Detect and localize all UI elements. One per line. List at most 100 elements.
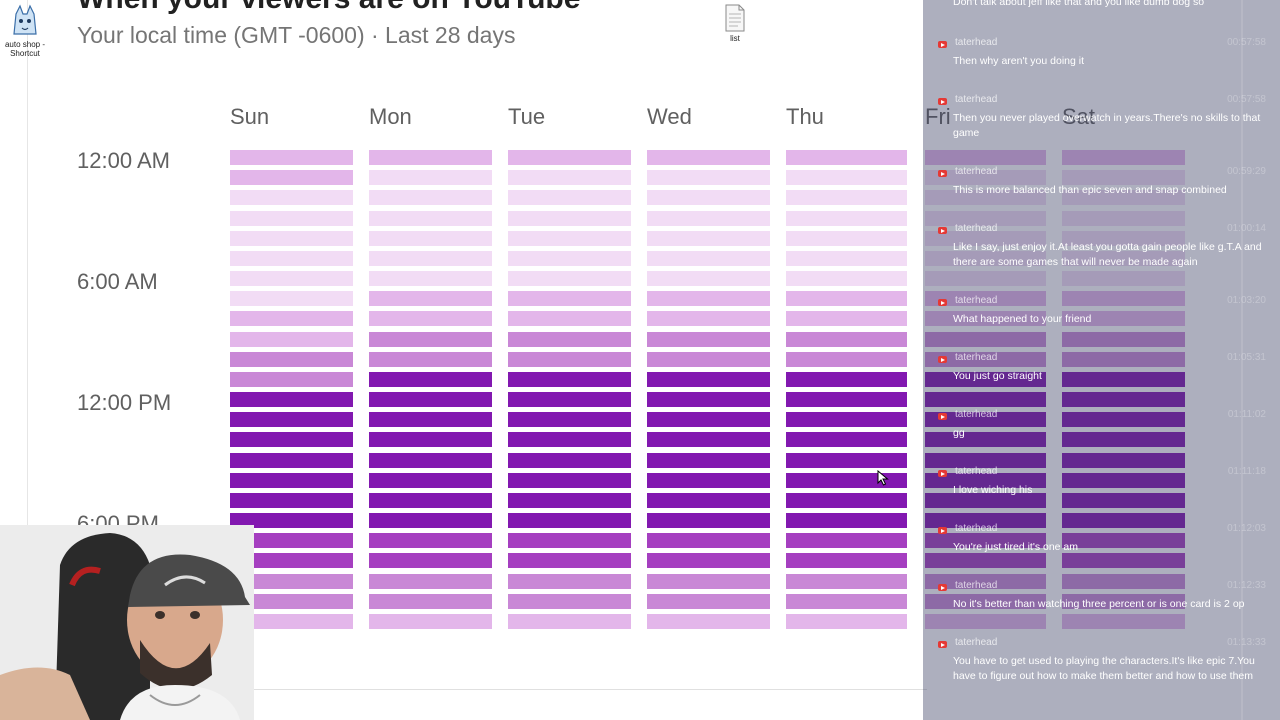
- heatmap-cell[interactable]: [369, 372, 492, 387]
- heatmap-cell[interactable]: [508, 553, 631, 568]
- heatmap-cell[interactable]: [1062, 553, 1185, 568]
- heatmap-cell[interactable]: [647, 473, 770, 488]
- heatmap-cell[interactable]: [925, 473, 1046, 488]
- heatmap-cell[interactable]: [230, 574, 353, 589]
- heatmap-cell[interactable]: [369, 271, 492, 286]
- heatmap-cell[interactable]: [1062, 150, 1185, 165]
- heatmap-cell[interactable]: [925, 311, 1046, 326]
- heatmap-cell[interactable]: [925, 211, 1046, 226]
- heatmap-cell[interactable]: [786, 170, 907, 185]
- heatmap-cell[interactable]: [508, 453, 631, 468]
- heatmap-cell[interactable]: [1062, 432, 1185, 447]
- heatmap-cell[interactable]: [230, 473, 353, 488]
- heatmap-cell[interactable]: [508, 170, 631, 185]
- heatmap-cell[interactable]: [647, 614, 770, 629]
- heatmap-cell[interactable]: [369, 291, 492, 306]
- heatmap-cell[interactable]: [647, 493, 770, 508]
- heatmap-cell[interactable]: [508, 513, 631, 528]
- heatmap-cell[interactable]: [508, 533, 631, 548]
- heatmap-cell[interactable]: [925, 372, 1046, 387]
- heatmap-cell[interactable]: [369, 574, 492, 589]
- heatmap-cell[interactable]: [786, 533, 907, 548]
- heatmap-cell[interactable]: [508, 231, 631, 246]
- heatmap-cell[interactable]: [786, 231, 907, 246]
- heatmap-cell[interactable]: [647, 231, 770, 246]
- heatmap-cell[interactable]: [647, 251, 770, 266]
- heatmap-cell[interactable]: [369, 150, 492, 165]
- heatmap-cell[interactable]: [647, 432, 770, 447]
- heatmap-cell[interactable]: [369, 352, 492, 367]
- heatmap-cell[interactable]: [925, 614, 1046, 629]
- heatmap-cell[interactable]: [230, 533, 353, 548]
- heatmap-cell[interactable]: [647, 574, 770, 589]
- heatmap-cell[interactable]: [369, 231, 492, 246]
- heatmap-cell[interactable]: [1062, 493, 1185, 508]
- heatmap-cell[interactable]: [230, 513, 353, 528]
- heatmap-cell[interactable]: [786, 574, 907, 589]
- heatmap-cell[interactable]: [1062, 311, 1185, 326]
- heatmap-cell[interactable]: [508, 574, 631, 589]
- heatmap-cell[interactable]: [647, 533, 770, 548]
- heatmap-cell[interactable]: [925, 231, 1046, 246]
- heatmap-cell[interactable]: [786, 372, 907, 387]
- heatmap-cell[interactable]: [230, 372, 353, 387]
- heatmap-cell[interactable]: [230, 271, 353, 286]
- heatmap-cell[interactable]: [925, 352, 1046, 367]
- heatmap-cell[interactable]: [508, 614, 631, 629]
- heatmap-cell[interactable]: [508, 311, 631, 326]
- heatmap-cell[interactable]: [369, 614, 492, 629]
- heatmap-cell[interactable]: [1062, 291, 1185, 306]
- heatmap-cell[interactable]: [230, 231, 353, 246]
- heatmap-cell[interactable]: [1062, 271, 1185, 286]
- heatmap-cell[interactable]: [369, 432, 492, 447]
- heatmap-cell[interactable]: [786, 473, 907, 488]
- heatmap-cell[interactable]: [647, 211, 770, 226]
- heatmap-cell[interactable]: [369, 170, 492, 185]
- heatmap-cell[interactable]: [786, 291, 907, 306]
- heatmap-cell[interactable]: [925, 392, 1046, 407]
- heatmap-cell[interactable]: [508, 594, 631, 609]
- heatmap-cell[interactable]: [508, 271, 631, 286]
- heatmap-cell[interactable]: [369, 311, 492, 326]
- heatmap-cell[interactable]: [925, 251, 1046, 266]
- heatmap-cell[interactable]: [230, 352, 353, 367]
- heatmap-cell[interactable]: [647, 372, 770, 387]
- heatmap-cell[interactable]: [647, 553, 770, 568]
- heatmap-cell[interactable]: [647, 453, 770, 468]
- heatmap-cell[interactable]: [230, 170, 353, 185]
- heatmap-cell[interactable]: [786, 412, 907, 427]
- heatmap-cell[interactable]: [369, 453, 492, 468]
- heatmap-cell[interactable]: [1062, 412, 1185, 427]
- heatmap-cell[interactable]: [230, 453, 353, 468]
- heatmap-cell[interactable]: [786, 332, 907, 347]
- heatmap-cell[interactable]: [1062, 533, 1185, 548]
- heatmap-cell[interactable]: [508, 291, 631, 306]
- heatmap-cell[interactable]: [1062, 372, 1185, 387]
- heatmap-cell[interactable]: [786, 392, 907, 407]
- heatmap-cell[interactable]: [230, 291, 353, 306]
- heatmap-cell[interactable]: [508, 251, 631, 266]
- heatmap-cell[interactable]: [925, 453, 1046, 468]
- heatmap-cell[interactable]: [786, 432, 907, 447]
- heatmap-cell[interactable]: [786, 553, 907, 568]
- heatmap-cell[interactable]: [508, 372, 631, 387]
- heatmap-cell[interactable]: [647, 291, 770, 306]
- heatmap-cell[interactable]: [786, 594, 907, 609]
- heatmap-cell[interactable]: [1062, 352, 1185, 367]
- heatmap-cell[interactable]: [508, 392, 631, 407]
- heatmap-cell[interactable]: [925, 493, 1046, 508]
- heatmap-cell[interactable]: [925, 574, 1046, 589]
- heatmap-cell[interactable]: [925, 553, 1046, 568]
- heatmap-cell[interactable]: [925, 170, 1046, 185]
- heatmap-cell[interactable]: [1062, 190, 1185, 205]
- heatmap-cell[interactable]: [647, 150, 770, 165]
- heatmap-cell[interactable]: [230, 553, 353, 568]
- heatmap-cell[interactable]: [1062, 332, 1185, 347]
- heatmap-cell[interactable]: [369, 332, 492, 347]
- heatmap-cell[interactable]: [508, 412, 631, 427]
- heatmap-cell[interactable]: [230, 412, 353, 427]
- heatmap-cell[interactable]: [369, 190, 492, 205]
- heatmap-cell[interactable]: [369, 473, 492, 488]
- heatmap-cell[interactable]: [1062, 453, 1185, 468]
- heatmap-cell[interactable]: [508, 432, 631, 447]
